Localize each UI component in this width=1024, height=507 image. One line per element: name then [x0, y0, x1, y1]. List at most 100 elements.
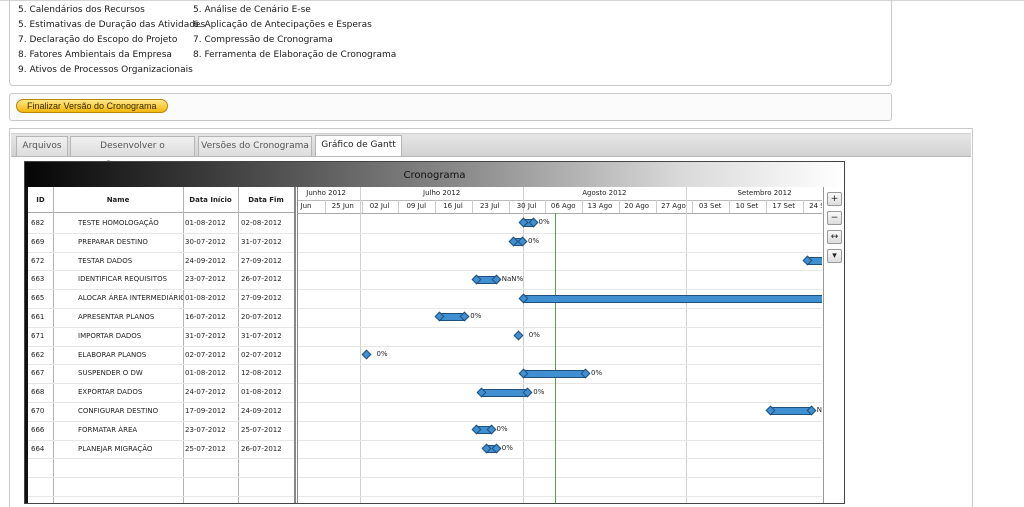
task-end-cell[interactable]: 27-09-2012 — [241, 256, 282, 265]
timeline-week-label: 27 Ago — [661, 202, 686, 210]
zoom-in-button[interactable]: + — [827, 192, 842, 206]
task-name-cell[interactable]: TESTE HOMOLOGAÇÃO — [78, 219, 159, 227]
input-list-item: 5. Análise de Cenário E-se — [193, 5, 311, 15]
task-end-cell[interactable]: 20-07-2012 — [241, 313, 282, 321]
task-end-cell[interactable]: 25-07-2012 — [241, 425, 282, 434]
timeline-week-label: 25 Jun — [331, 202, 354, 210]
task-id-cell[interactable]: 661 — [31, 313, 45, 321]
task-id-cell[interactable]: 672 — [31, 256, 45, 265]
timeline-month-label: Agosto 2012 — [582, 189, 627, 197]
task-start-cell[interactable]: 25-07-2012 — [185, 444, 226, 453]
grid-row-divider — [28, 439, 294, 441]
task-id-cell[interactable]: 665 — [31, 294, 45, 303]
task-id-cell[interactable]: 664 — [31, 444, 45, 453]
task-bar[interactable] — [523, 369, 586, 378]
task-progress-label: NaN% — [816, 406, 822, 415]
task-start-cell[interactable]: 23-07-2012 — [185, 425, 226, 434]
timeline-week-tick — [361, 200, 363, 213]
column-header-start[interactable]: Data Início — [183, 187, 238, 213]
task-name-cell[interactable]: SUSPENDER O DW — [78, 369, 143, 378]
task-name-cell[interactable]: TESTAR DADOS — [78, 256, 133, 265]
task-end-cell[interactable]: 01-08-2012 — [241, 388, 282, 397]
column-header-end[interactable]: Data Fim — [238, 187, 294, 213]
task-start-cell[interactable]: 01-08-2012 — [185, 219, 226, 227]
column-header-name[interactable]: Name — [53, 187, 183, 213]
task-start-cell[interactable]: 31-07-2012 — [185, 331, 226, 340]
tab-desenvolver-cronograma[interactable]: Desenvolver o Cronograma — [70, 136, 195, 170]
task-progress-label: 0% — [528, 237, 540, 246]
task-name-cell[interactable]: IMPORTAR DADOS — [78, 331, 142, 340]
timeline-week-tick — [398, 200, 400, 213]
grid-row-divider — [28, 496, 294, 497]
task-id-cell[interactable]: 682 — [31, 219, 45, 227]
inputs-list-left: 5. Calendários dos Recursos 5. Estimativa… — [18, 3, 205, 78]
input-list-item: 8. Ferramenta de Elaboração de Cronogram… — [193, 50, 397, 60]
task-name-cell[interactable]: PREPARAR DESTINO — [78, 237, 148, 246]
task-bar[interactable] — [481, 388, 529, 397]
task-id-cell[interactable]: 662 — [31, 350, 45, 359]
gantt-timeline[interactable]: Junho 2012 Julho 2012 Agosto 2012 Setembro … — [297, 187, 822, 503]
task-end-cell[interactable]: 27-09-2012 — [241, 294, 282, 303]
task-start-cell[interactable]: 01-08-2012 — [185, 369, 226, 378]
task-end-cell[interactable]: 31-07-2012 — [241, 237, 282, 246]
grid-column-divider — [53, 187, 54, 503]
task-start-cell[interactable]: 17-09-2012 — [185, 407, 226, 415]
task-milestone[interactable] — [513, 330, 524, 341]
timeline-week-tick — [802, 200, 804, 213]
task-id-cell[interactable]: 669 — [31, 237, 45, 246]
column-header-id[interactable]: ID — [28, 187, 53, 213]
timeline-week-label: 10 Set — [735, 202, 759, 210]
tab-grafico-gantt[interactable]: Gráfico de Gantt — [315, 135, 402, 156]
task-start-cell[interactable]: 23-07-2012 — [185, 275, 226, 284]
timeline-week-label: Jun — [300, 202, 312, 210]
task-id-cell[interactable]: 670 — [31, 407, 45, 415]
task-end-cell[interactable]: 26-07-2012 — [241, 275, 282, 284]
tab-arquivos[interactable]: Arquivos — [16, 136, 68, 156]
task-id-cell[interactable]: 668 — [31, 388, 45, 397]
task-name-cell[interactable]: FORMATAR ÁREA — [78, 425, 138, 434]
grid-column-divider — [183, 187, 184, 503]
task-name-cell[interactable]: CONFIGURAR DESTINO — [78, 407, 159, 415]
task-name-cell[interactable]: APRESENTAR PLANOS — [78, 313, 155, 321]
task-name-cell[interactable]: IDENTIFICAR REQUISITOS — [78, 275, 168, 284]
timeline-month-divider — [360, 187, 362, 503]
timeline-row-divider — [298, 345, 822, 347]
task-milestone[interactable] — [361, 349, 371, 360]
task-name-cell[interactable]: ELABORAR PLANOS — [78, 350, 147, 359]
task-id-cell[interactable]: 666 — [31, 425, 45, 434]
timeline-row-divider — [298, 270, 822, 272]
grid-row-divider — [28, 345, 294, 347]
more-options-button[interactable]: ▾ — [827, 249, 842, 263]
task-end-cell[interactable]: 02-07-2012 — [241, 350, 282, 359]
task-end-cell[interactable]: 31-07-2012 — [241, 331, 282, 340]
task-bar[interactable] — [769, 407, 812, 416]
task-start-cell[interactable]: 02-07-2012 — [185, 350, 226, 359]
grid-row-divider — [28, 289, 294, 291]
fit-width-button[interactable]: ↔ — [827, 230, 842, 244]
task-end-cell[interactable]: 26-07-2012 — [241, 444, 282, 453]
tab-bar: Arquivos Desenvolver o Cronograma Versõe… — [11, 133, 971, 170]
task-id-cell[interactable]: 663 — [31, 275, 45, 284]
task-name-cell[interactable]: EXPORTAR DADOS — [78, 388, 143, 397]
zoom-out-button[interactable]: − — [827, 211, 842, 225]
finalize-schedule-version-button[interactable]: Finalizar Versão do Cronograma — [16, 99, 168, 113]
timeline-week-tick — [324, 200, 326, 213]
task-name-cell[interactable]: ALOCAR ÁREA INTERMEDIÁRIO — [78, 294, 183, 303]
task-bar[interactable] — [523, 294, 822, 303]
tab-versoes-cronograma[interactable]: Versões do Cronograma — [198, 136, 312, 156]
task-end-cell[interactable]: 02-08-2012 — [241, 219, 282, 227]
task-start-cell[interactable]: 16-07-2012 — [185, 313, 226, 321]
timeline-week-tick — [618, 200, 620, 213]
timeline-row-divider — [298, 326, 822, 328]
grid-row-divider — [28, 270, 294, 272]
task-start-cell[interactable]: 01-08-2012 — [185, 294, 226, 303]
task-start-cell[interactable]: 24-09-2012 — [185, 256, 226, 265]
task-end-cell[interactable]: 12-08-2012 — [241, 369, 282, 378]
task-id-cell[interactable]: 671 — [31, 331, 45, 340]
task-start-cell[interactable]: 24-07-2012 — [185, 388, 226, 397]
task-name-cell[interactable]: PLANEJAR MIGRAÇÃO — [78, 444, 153, 453]
task-start-cell[interactable]: 30-07-2012 — [185, 237, 226, 246]
task-end-cell[interactable]: 24-09-2012 — [241, 407, 282, 415]
task-id-cell[interactable]: 667 — [31, 369, 45, 378]
task-progress-label: 0% — [538, 218, 550, 227]
